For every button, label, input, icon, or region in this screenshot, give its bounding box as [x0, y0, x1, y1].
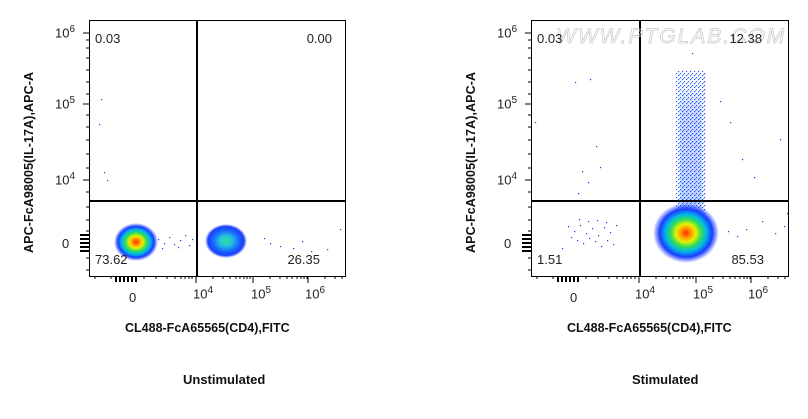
panel-caption: Unstimulated	[183, 372, 266, 387]
watermark: WWW.PTGLAB.COM	[556, 25, 787, 49]
dot-plot-stimulated: WWW.PTGLAB.COM 0.03 12.38 1.51 85.53	[531, 20, 789, 277]
x-tick-1e5: 105	[693, 285, 714, 302]
x-axis-ticks	[94, 276, 343, 283]
panel-stimulated: APC-FcA98005(IL-17A),APC-A 106 105 104 0	[442, 0, 808, 419]
y-tick-1e5: 105	[55, 95, 76, 112]
quadrant-gate-vertical[interactable]	[639, 21, 641, 276]
x-tick-0: 0	[570, 290, 578, 305]
x-axis-ticks	[536, 276, 786, 283]
y-axis-label: APC-FcA98005(IL-17A),APC-A	[22, 71, 36, 253]
x-axis-label: CL488-FcA65565(CD4),FITC	[125, 321, 290, 335]
quadrant-lower-left-value: 73.62	[95, 252, 128, 267]
panel-caption: Stimulated	[632, 372, 699, 387]
quadrant-upper-left-value: 0.03	[95, 31, 121, 46]
y-tick-1e6: 106	[55, 24, 76, 41]
quadrant-upper-right-value: 12.38	[729, 31, 762, 46]
x-tick-1e4: 104	[635, 285, 656, 302]
quadrant-gate-vertical[interactable]	[196, 21, 198, 276]
x-tick-1e5: 105	[251, 285, 272, 302]
quadrant-lower-right-value: 85.53	[731, 252, 764, 267]
scatter-points	[99, 99, 342, 261]
x-tick-1e4: 104	[193, 285, 214, 302]
y-tick-1e6: 106	[497, 24, 518, 41]
quadrant-gate-horizontal[interactable]	[90, 200, 345, 202]
x-tick-1e6: 106	[748, 285, 769, 302]
scatter-points	[535, 53, 788, 263]
quadrant-lower-left-value: 1.51	[537, 252, 563, 267]
x-tick-1e6: 106	[305, 285, 326, 302]
dot-plot-unstimulated: 0.03 0.00 73.62 26.35	[89, 20, 346, 277]
y-axis-label: APC-FcA98005(IL-17A),APC-A	[464, 71, 478, 253]
y-tick-1e5: 105	[497, 95, 518, 112]
y-tick-1e4: 104	[55, 171, 76, 188]
x-axis-label: CL488-FcA65565(CD4),FITC	[567, 321, 732, 335]
quadrant-gate-horizontal[interactable]	[532, 200, 788, 202]
quadrant-upper-right-value: 0.00	[306, 31, 332, 46]
y-tick-0: 0	[62, 236, 70, 251]
quadrant-lower-right-value: 26.35	[287, 252, 320, 267]
y-axis-ticks	[80, 32, 89, 271]
quadrant-upper-left-value: 0.03	[537, 31, 563, 46]
panel-unstimulated: APC-FcA98005(IL-17A),APC-A 106 105 104 0	[22, 20, 346, 387]
y-axis-ticks	[522, 32, 531, 271]
y-tick-1e4: 104	[497, 171, 518, 188]
y-tick-0: 0	[504, 236, 512, 251]
x-tick-0: 0	[129, 290, 137, 305]
